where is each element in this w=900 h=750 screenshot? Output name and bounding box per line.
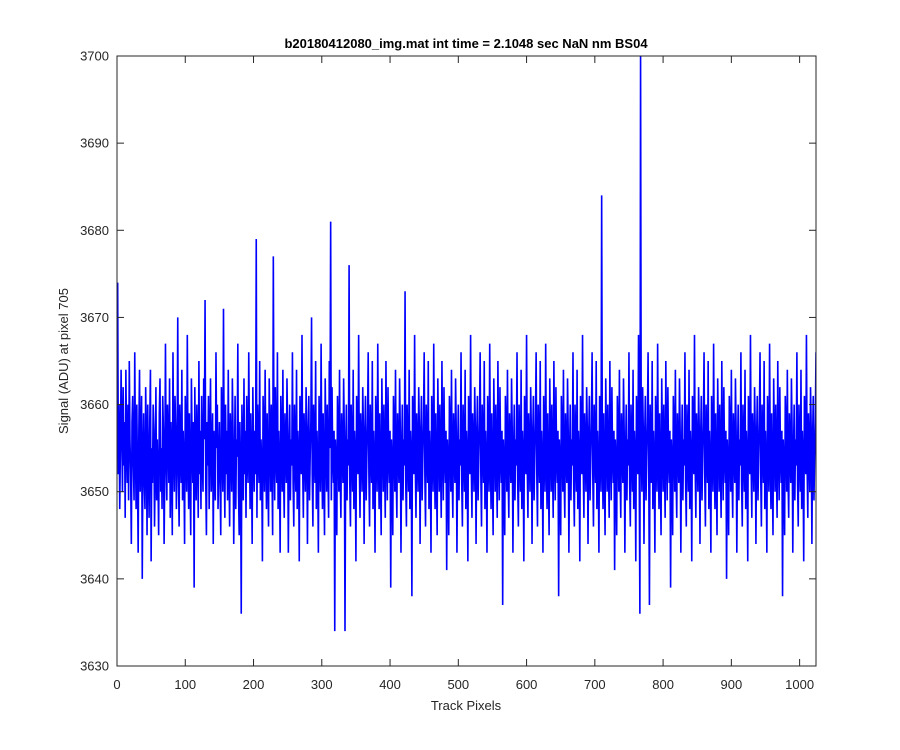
y-tick-label: 3680 — [80, 223, 109, 238]
x-tick-label: 500 — [447, 677, 469, 692]
y-tick-label: 3690 — [80, 136, 109, 151]
x-axis: 0 100 200 300 400 500 600 700 800 900 1000 — [113, 56, 814, 692]
y-axis: 3630 3640 3650 3660 3670 3680 3690 3700 — [80, 49, 816, 674]
y-tick-label: 3700 — [80, 49, 109, 64]
y-tick-label: 3650 — [80, 484, 109, 499]
x-axis-title: Track Pixels — [431, 698, 502, 713]
x-tick-label: 800 — [652, 677, 674, 692]
x-tick-label: 100 — [174, 677, 196, 692]
y-tick-label: 3640 — [80, 571, 109, 586]
y-tick-label: 3630 — [80, 659, 109, 674]
chart-title: b20180412080_img.mat int time = 2.1048 s… — [284, 36, 648, 51]
y-tick-label: 3670 — [80, 310, 109, 325]
y-tick-label: 3660 — [80, 397, 109, 412]
axes-background — [117, 56, 816, 666]
x-tick-label: 900 — [721, 677, 743, 692]
series-layer — [117, 56, 816, 632]
x-tick-label: 600 — [516, 677, 538, 692]
y-axis-title: Signal (ADU) at pixel 705 — [56, 288, 71, 434]
x-tick-label: 400 — [379, 677, 401, 692]
x-tick-label: 0 — [113, 677, 120, 692]
axes-box — [116, 55, 817, 667]
x-tick-label: 1000 — [785, 677, 814, 692]
x-tick-label: 700 — [584, 677, 606, 692]
x-tick-label: 200 — [243, 677, 265, 692]
x-tick-label: 300 — [311, 677, 333, 692]
series-line — [117, 56, 816, 632]
